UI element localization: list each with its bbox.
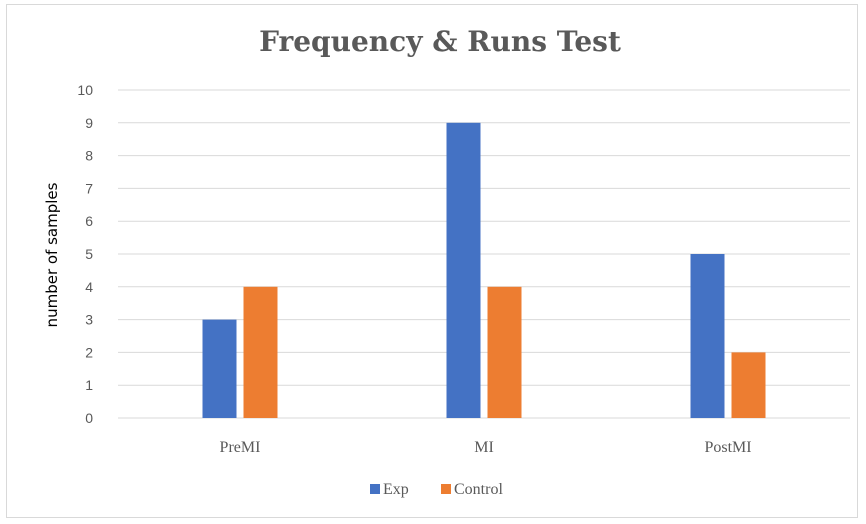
legend-label-control: Control	[454, 481, 503, 498]
x-tick-label: PostMI	[704, 439, 751, 456]
legend: Exp Control	[370, 481, 503, 498]
bar-control-postmi	[731, 352, 766, 418]
legend-swatch-exp	[370, 484, 380, 494]
x-tick-label: PreMI	[220, 439, 261, 456]
bar-exp-mi	[446, 122, 481, 419]
y-tick-label: 0	[85, 410, 93, 426]
y-tick-label: 6	[85, 213, 93, 229]
bar-control-mi	[487, 286, 522, 418]
x-tick-label: MI	[474, 439, 494, 456]
y-tick-label: 1	[85, 377, 93, 393]
y-tick-label: 10	[77, 82, 93, 98]
y-axis-ticks: 0 1 2 3 4 5 6 7 8 9 10	[77, 82, 93, 426]
gridlines	[118, 89, 850, 419]
bar-exp-premi	[202, 319, 237, 418]
chart-title: Frequency & Runs Test	[259, 25, 621, 58]
y-tick-label: 8	[85, 148, 93, 164]
y-tick-label: 3	[85, 312, 93, 328]
y-tick-label: 9	[85, 115, 93, 131]
y-tick-label: 4	[85, 279, 93, 295]
bar-exp-postmi	[690, 254, 725, 418]
y-tick-label: 7	[85, 180, 93, 196]
x-axis-ticks: PreMI MI PostMI	[220, 439, 752, 456]
y-axis-label: number of samples	[43, 182, 61, 327]
y-tick-label: 5	[85, 246, 93, 262]
y-tick-label: 2	[85, 344, 93, 360]
legend-swatch-control	[441, 484, 451, 494]
bars	[202, 122, 766, 419]
legend-label-exp: Exp	[383, 481, 409, 498]
bar-control-premi	[243, 286, 278, 418]
